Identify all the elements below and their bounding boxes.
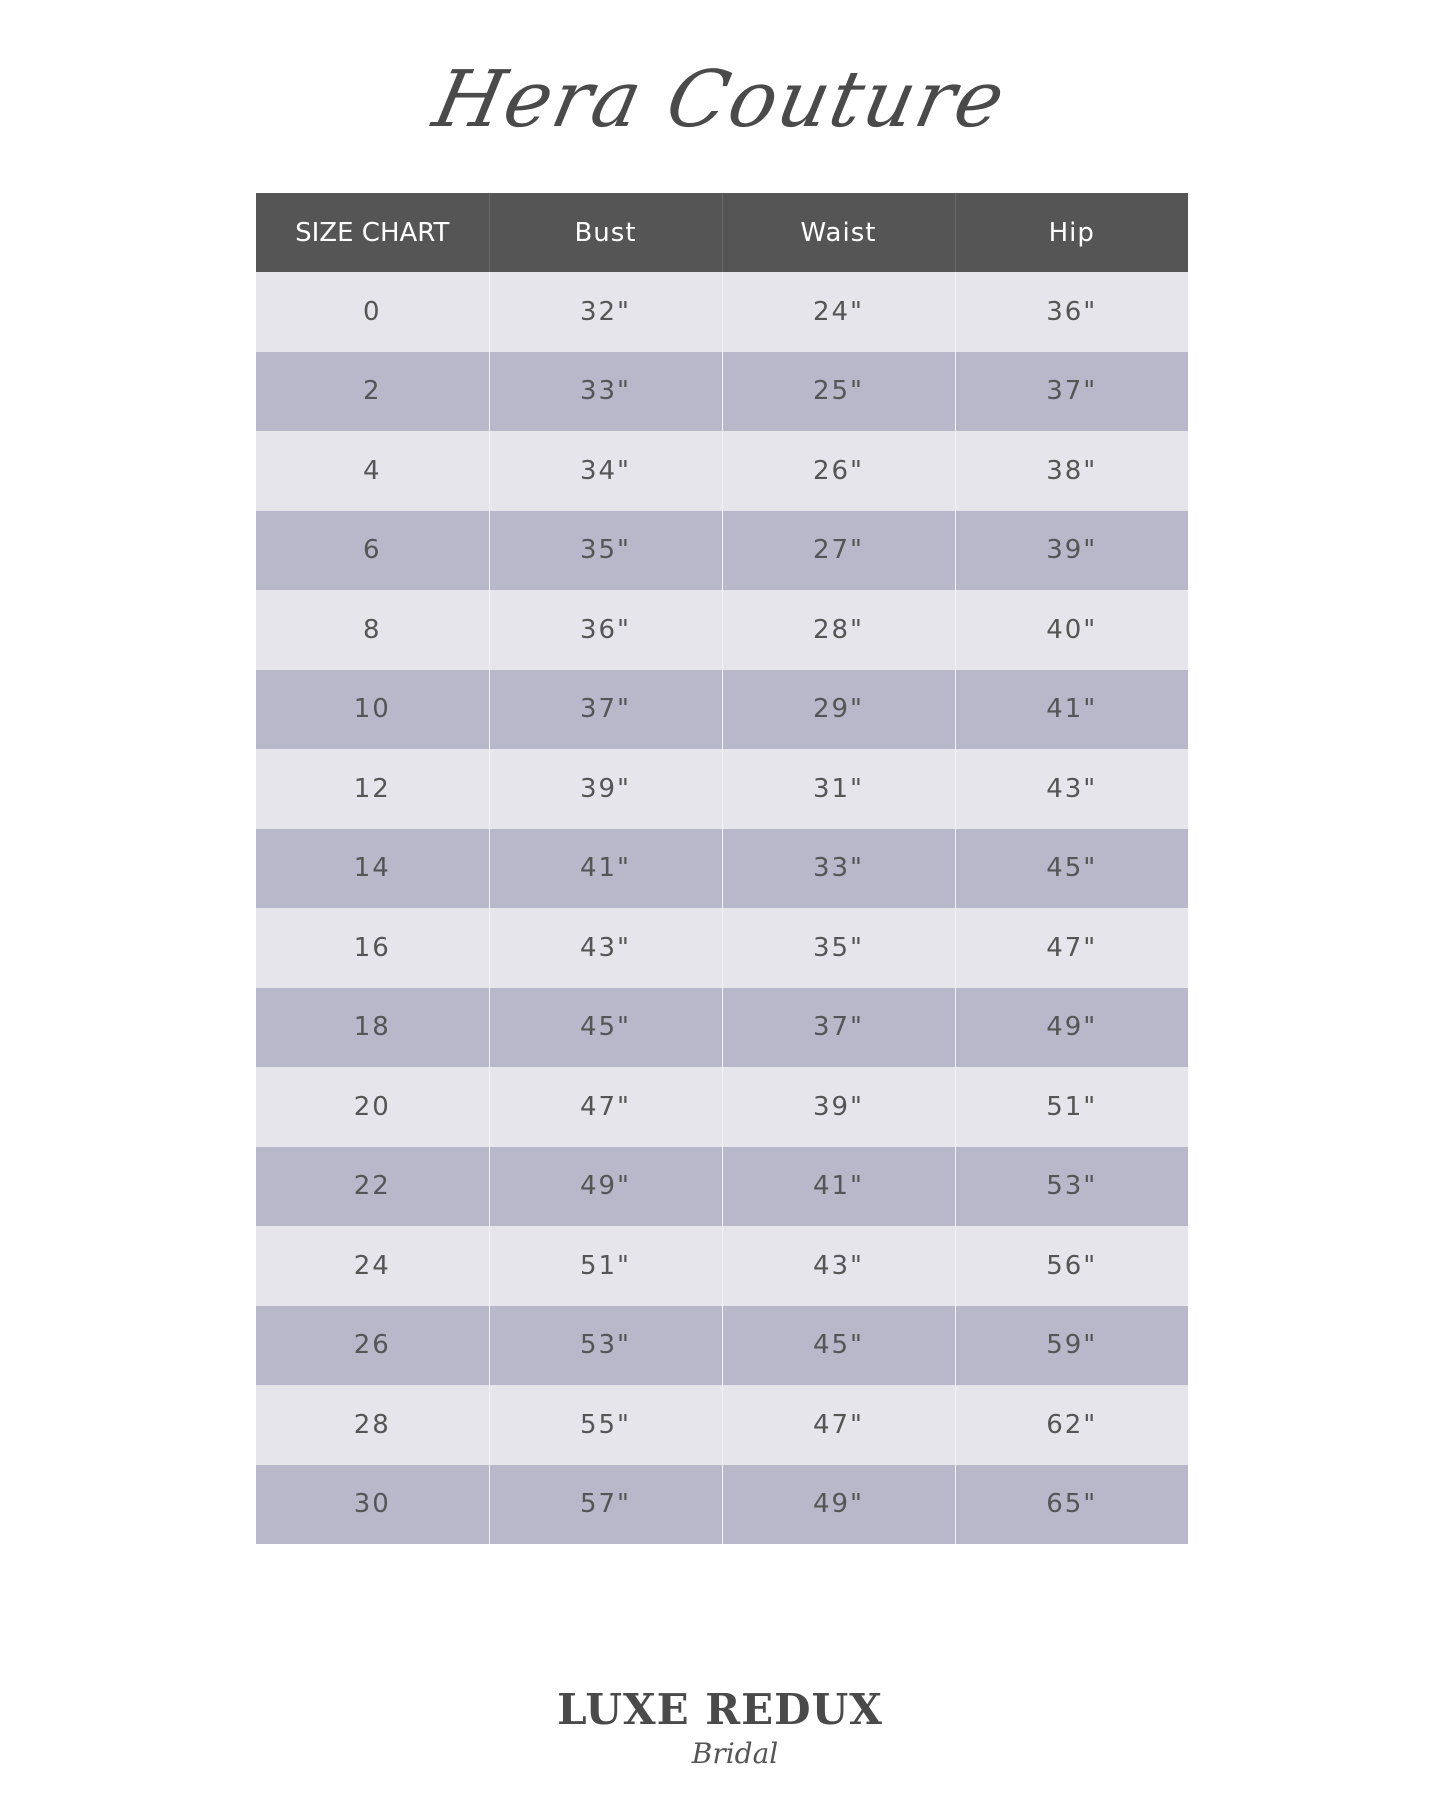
cell-waist: 24" <box>721 272 955 352</box>
table-row: 30 57" 49" 65" <box>256 1464 1188 1544</box>
cell-size: 22 <box>256 1146 489 1226</box>
table-row: 2 33" 25" 37" <box>256 351 1188 431</box>
table-row: 16 43" 35" 47" <box>256 908 1188 988</box>
cell-size: 10 <box>256 669 489 749</box>
cell-size: 30 <box>256 1464 489 1544</box>
cell-waist: 26" <box>721 431 955 511</box>
cell-hip: 65" <box>954 1464 1188 1544</box>
cell-hip: 49" <box>954 987 1188 1067</box>
cell-waist: 37" <box>721 987 955 1067</box>
cell-hip: 47" <box>954 908 1188 988</box>
cell-waist: 39" <box>721 1067 955 1147</box>
table-row: 0 32" 24" 36" <box>256 272 1188 352</box>
cell-hip: 39" <box>954 510 1188 590</box>
cell-bust: 39" <box>488 749 722 829</box>
cell-size: 16 <box>256 908 489 988</box>
cell-bust: 32" <box>488 272 722 352</box>
cell-size: 8 <box>256 590 489 670</box>
logo-main-text: LUXE REDUX <box>557 1685 883 1734</box>
table-row: 18 45" 37" 49" <box>256 987 1188 1067</box>
cell-waist: 35" <box>721 908 955 988</box>
cell-bust: 49" <box>488 1146 722 1226</box>
cell-hip: 41" <box>954 669 1188 749</box>
cell-hip: 43" <box>954 749 1188 829</box>
brand-title: Hera Couture <box>426 55 1014 145</box>
cell-size: 2 <box>256 351 489 431</box>
cell-size: 14 <box>256 828 489 908</box>
table-body: 0 32" 24" 36" 2 33" 25" 37" 4 34" 26" 38" 6 35" 27" 39"… <box>256 272 1188 1544</box>
cell-hip: 56" <box>954 1226 1188 1306</box>
cell-size: 4 <box>256 431 489 511</box>
table-row: 20 47" 39" 51" <box>256 1067 1188 1147</box>
luxe-redux-logo: LUXE REDUX Bridal <box>0 1685 1440 1771</box>
cell-size: 12 <box>256 749 489 829</box>
cell-bust: 41" <box>488 828 722 908</box>
cell-hip: 59" <box>954 1305 1188 1385</box>
table-row: 4 34" 26" 38" <box>256 431 1188 511</box>
cell-hip: 38" <box>954 431 1188 511</box>
cell-bust: 34" <box>488 431 722 511</box>
cell-hip: 36" <box>954 272 1188 352</box>
cell-bust: 55" <box>488 1385 722 1465</box>
cell-waist: 28" <box>721 590 955 670</box>
header-hip: Hip <box>954 193 1188 272</box>
cell-size: 24 <box>256 1226 489 1306</box>
cell-waist: 25" <box>721 351 955 431</box>
cell-size: 28 <box>256 1385 489 1465</box>
cell-waist: 29" <box>721 669 955 749</box>
table-row: 22 49" 41" 53" <box>256 1146 1188 1226</box>
cell-waist: 33" <box>721 828 955 908</box>
cell-bust: 57" <box>488 1464 722 1544</box>
size-chart-table: SIZE CHART Bust Waist Hip 0 32" 24" 36" 2 33"… <box>256 193 1188 1544</box>
cell-bust: 45" <box>488 987 722 1067</box>
cell-size: 26 <box>256 1305 489 1385</box>
cell-bust: 43" <box>488 908 722 988</box>
table-row: 14 41" 33" 45" <box>256 828 1188 908</box>
cell-size: 0 <box>256 272 489 352</box>
table-row: 26 53" 45" 59" <box>256 1305 1188 1385</box>
cell-bust: 36" <box>488 590 722 670</box>
header-bust: Bust <box>488 193 722 272</box>
cell-size: 18 <box>256 987 489 1067</box>
logo-sub-text: Bridal <box>691 1737 779 1770</box>
table-row: 6 35" 27" 39" <box>256 510 1188 590</box>
cell-hip: 45" <box>954 828 1188 908</box>
cell-waist: 41" <box>721 1146 955 1226</box>
cell-bust: 51" <box>488 1226 722 1306</box>
header-row: SIZE CHART Bust Waist Hip <box>256 193 1188 272</box>
cell-hip: 51" <box>954 1067 1188 1147</box>
table-row: 12 39" 31" 43" <box>256 749 1188 829</box>
cell-waist: 31" <box>721 749 955 829</box>
cell-waist: 27" <box>721 510 955 590</box>
cell-size: 20 <box>256 1067 489 1147</box>
cell-hip: 37" <box>954 351 1188 431</box>
cell-bust: 47" <box>488 1067 722 1147</box>
cell-waist: 43" <box>721 1226 955 1306</box>
header-waist: Waist <box>721 193 955 272</box>
table-row: 28 55" 47" 62" <box>256 1385 1188 1465</box>
table-row: 8 36" 28" 40" <box>256 590 1188 670</box>
cell-size: 6 <box>256 510 489 590</box>
header-size: SIZE CHART <box>256 193 489 272</box>
table-row: 10 37" 29" 41" <box>256 669 1188 749</box>
cell-waist: 47" <box>721 1385 955 1465</box>
cell-bust: 53" <box>488 1305 722 1385</box>
cell-bust: 35" <box>488 510 722 590</box>
cell-bust: 37" <box>488 669 722 749</box>
cell-waist: 49" <box>721 1464 955 1544</box>
cell-hip: 62" <box>954 1385 1188 1465</box>
cell-hip: 40" <box>954 590 1188 670</box>
cell-bust: 33" <box>488 351 722 431</box>
cell-waist: 45" <box>721 1305 955 1385</box>
table-row: 24 51" 43" 56" <box>256 1226 1188 1306</box>
cell-hip: 53" <box>954 1146 1188 1226</box>
